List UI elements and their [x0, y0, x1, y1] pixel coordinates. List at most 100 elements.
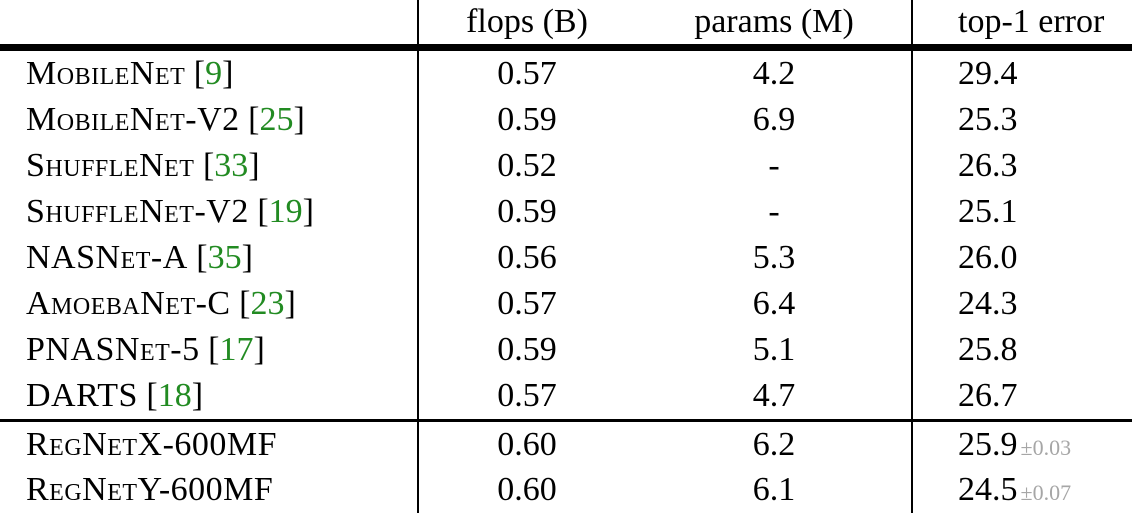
table-header-row: flops (B) params (M) top-1 error	[0, 0, 1132, 44]
column-header-params: params (M)	[694, 3, 854, 40]
table-row: MobileNet [9] 0.57 4.2 29.4	[0, 51, 1132, 97]
flops-value: 0.57	[497, 377, 557, 414]
citation-bracket-open: [	[239, 285, 251, 322]
model-name-cell: DARTS [18]	[0, 379, 418, 413]
top1-error-value: 26.0	[958, 239, 1018, 276]
citation-link[interactable]: 19	[268, 193, 303, 230]
model-name-cell: RegNetY-600MF	[0, 473, 418, 507]
top1-error-value: 25.8	[958, 331, 1018, 368]
model-name: PNASNet-5	[26, 331, 200, 368]
top1-error-value: 26.7	[958, 377, 1018, 414]
table-row: ShuffleNet [33] 0.52 - 26.3	[0, 143, 1132, 189]
regnet-models-group: RegNetX-600MF 0.60 6.2 25.9 ±0.03 RegNetY-600…	[0, 422, 1132, 513]
model-name-cell: AmoebaNet-C [23]	[0, 287, 418, 321]
table-row: MobileNet-V2 [25] 0.59 6.9 25.3	[0, 97, 1132, 143]
model-name-cell: RegNetX-600MF	[0, 425, 418, 463]
citation-bracket-close: ]	[284, 285, 296, 322]
top1-error-value: 25.1	[958, 193, 1018, 230]
top1-error-value: 25.3	[958, 101, 1018, 138]
citation-bracket-close: ]	[293, 101, 305, 138]
citation-link[interactable]: 35	[207, 239, 242, 276]
error-cell: 26.0	[912, 241, 1132, 275]
table-row: NASNet-A [35] 0.56 5.3 26.0	[0, 235, 1132, 281]
flops-value: 0.57	[497, 55, 557, 92]
citation-bracket-close: ]	[253, 331, 265, 368]
params-value: -	[768, 147, 780, 184]
model-name-cell: NASNet-A [35]	[0, 241, 418, 275]
table-row: RegNetX-600MF 0.60 6.2 25.9 ±0.03	[0, 422, 1132, 468]
params-value: -	[768, 193, 780, 230]
column-header-top1-error: top-1 error	[958, 3, 1105, 40]
model-name-cell: MobileNet [9]	[0, 57, 418, 91]
citation-link[interactable]: 23	[250, 285, 285, 322]
flops-value: 0.59	[497, 101, 557, 138]
params-value: 5.3	[752, 239, 796, 276]
top1-error-value: 26.3	[958, 147, 1018, 184]
model-name: ShuffleNet	[26, 147, 195, 184]
model-name: DARTS	[26, 377, 138, 414]
params-value: 6.1	[752, 471, 796, 509]
top1-error-value: 25.9	[958, 425, 1018, 463]
model-name: ShuffleNet-V2	[26, 193, 249, 230]
error-cell: 26.7	[912, 379, 1132, 413]
citation-bracket-close: ]	[191, 377, 204, 414]
citation-bracket-close: ]	[222, 55, 234, 92]
citation-link[interactable]: 33	[214, 147, 249, 184]
citation-bracket-open: [	[202, 147, 215, 184]
baseline-models-group: MobileNet [9] 0.57 4.2 29.4 MobileNet-V2 [25…	[0, 51, 1132, 419]
citation-bracket-open: [	[146, 377, 158, 414]
citation-link[interactable]: 9	[205, 55, 223, 92]
flops-value: 0.60	[497, 425, 557, 463]
model-name: RegNetX-600MF	[26, 425, 278, 463]
citation-bracket-open: [	[248, 101, 260, 138]
model-name-cell: MobileNet-V2 [25]	[0, 103, 418, 137]
params-value: 4.7	[752, 377, 796, 414]
model-name: NASNet-A	[26, 239, 188, 276]
error-cell: 24.3	[912, 287, 1132, 321]
top1-error-value: 24.3	[958, 285, 1018, 322]
error-cell: 25.9 ±0.03	[912, 425, 1132, 463]
model-name-cell: ShuffleNet [33]	[0, 149, 418, 183]
params-value: 6.4	[752, 285, 796, 322]
error-cell: 29.4	[912, 57, 1132, 91]
flops-value: 0.57	[497, 285, 557, 322]
model-name-cell: ShuffleNet-V2 [19]	[0, 195, 418, 229]
flops-value: 0.59	[497, 331, 557, 368]
params-value: 6.9	[752, 101, 796, 138]
model-name: MobileNet-V2	[26, 101, 240, 138]
flops-value: 0.60	[497, 471, 557, 509]
error-cell: 25.3	[912, 103, 1132, 137]
params-value: 5.1	[752, 331, 796, 368]
model-name: AmoebaNet-C	[26, 285, 231, 322]
error-cell: 25.8	[912, 333, 1132, 367]
citation-link[interactable]: 18	[157, 377, 192, 414]
flops-value: 0.59	[497, 193, 557, 230]
flops-value: 0.52	[497, 147, 557, 184]
error-std-value: ±0.03	[1020, 434, 1072, 460]
column-divider-1	[417, 0, 419, 513]
top1-error-value: 29.4	[958, 55, 1018, 92]
table-row: AmoebaNet-C [23] 0.57 6.4 24.3	[0, 281, 1132, 327]
citation-bracket-open: [	[257, 193, 269, 230]
column-divider-2	[911, 0, 913, 513]
citation-bracket-open: [	[196, 239, 208, 276]
error-cell: 25.1	[912, 195, 1132, 229]
column-header-flops: flops (B)	[466, 3, 588, 40]
citation-bracket-close: ]	[248, 147, 260, 184]
citation-bracket-close: ]	[302, 193, 314, 230]
header-rule	[0, 44, 1132, 51]
error-cell: 26.3	[912, 149, 1132, 183]
model-name-cell: PNASNet-5 [17]	[0, 333, 418, 367]
table-row: ShuffleNet-V2 [19] 0.59 - 25.1	[0, 189, 1132, 235]
model-name: MobileNet	[26, 55, 186, 92]
citation-link[interactable]: 17	[219, 331, 254, 368]
citation-link[interactable]: 25	[259, 101, 294, 138]
top1-error-value: 24.5	[958, 471, 1018, 509]
table-row: RegNetY-600MF 0.60 6.1 24.5 ±0.07	[0, 468, 1132, 514]
error-std-value: ±0.07	[1020, 480, 1072, 506]
flops-value: 0.56	[497, 239, 557, 276]
group-divider-rule	[0, 419, 1132, 422]
error-cell: 24.5 ±0.07	[912, 473, 1132, 507]
